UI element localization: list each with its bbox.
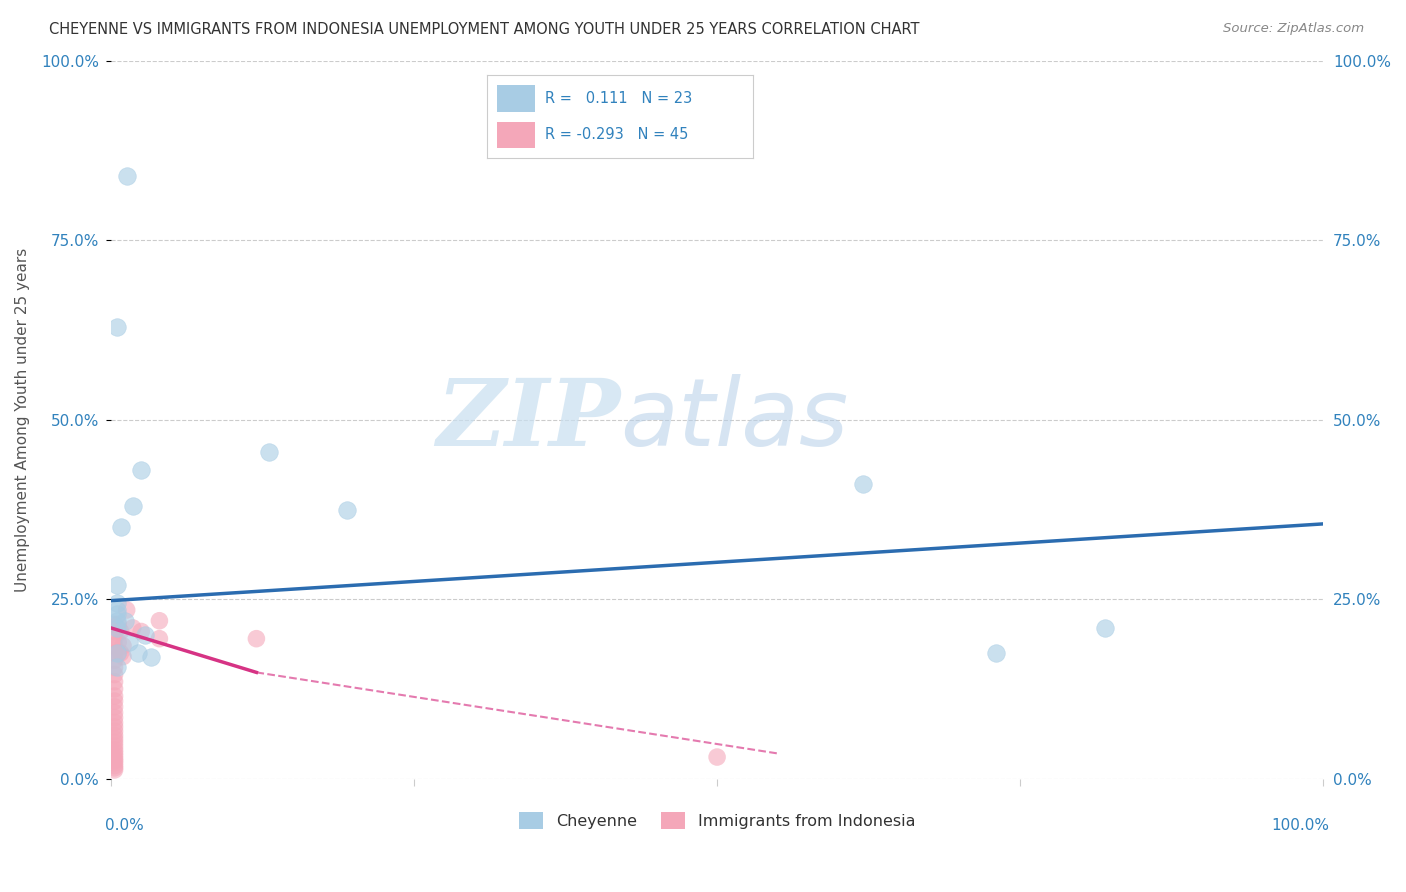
Point [105,646,128,660]
Point [245,632,267,646]
Point [851,477,873,491]
Point [103,754,125,768]
Point [103,699,125,714]
Point [148,614,170,628]
Point [105,660,128,674]
Point [103,761,125,775]
Point [103,746,125,760]
Text: atlas: atlas [620,375,848,466]
Point [129,463,152,477]
Point [103,706,125,720]
Point [105,603,128,617]
Point [103,763,125,777]
Point [110,624,132,639]
Point [118,635,141,649]
Point [103,720,125,734]
Point [103,624,125,639]
Point [103,667,125,681]
Text: ZIP: ZIP [436,375,620,465]
Point [121,621,143,635]
Point [107,635,129,649]
Point [103,710,125,724]
Point [110,646,132,660]
Point [103,617,125,632]
Point [103,739,125,754]
Point [103,689,125,703]
Point [115,603,138,617]
Point [103,660,125,674]
Point [139,649,162,664]
Point [127,646,149,660]
Point [103,736,125,750]
Text: CHEYENNE VS IMMIGRANTS FROM INDONESIA UNEMPLOYMENT AMONG YOUTH UNDER 25 YEARS CO: CHEYENNE VS IMMIGRANTS FROM INDONESIA UN… [49,22,920,37]
Point [103,756,125,770]
Point [148,632,170,646]
Point [103,732,125,747]
Text: Source: ZipAtlas.com: Source: ZipAtlas.com [1223,22,1364,36]
Point [103,724,125,739]
Point [107,646,129,660]
Point [103,653,125,667]
Point [107,617,129,632]
Legend: Cheyenne, Immigrants from Indonesia: Cheyenne, Immigrants from Indonesia [513,805,921,835]
Point [112,639,135,653]
Point [984,646,1007,660]
Point [103,729,125,743]
Text: 100.0%: 100.0% [1271,818,1329,833]
Point [103,751,125,765]
Point [103,715,125,730]
Point [103,632,125,646]
Point [336,502,359,516]
Point [103,646,125,660]
Point [115,169,138,183]
Point [103,639,125,653]
Point [105,614,128,628]
Point [103,674,125,689]
Point [103,743,125,757]
Point [105,319,128,334]
Point [105,621,128,635]
Point [114,614,136,628]
Point [110,520,132,534]
Point [105,607,128,621]
Point [103,681,125,696]
Point [706,750,728,764]
Point [134,628,156,642]
Point [105,596,128,610]
Point [112,649,135,664]
Y-axis label: Unemployment Among Youth under 25 years: Unemployment Among Youth under 25 years [15,248,30,592]
Point [121,499,143,513]
Point [129,624,152,639]
Point [103,758,125,772]
Point [1094,621,1116,635]
Point [105,578,128,592]
Point [257,445,280,459]
Text: 0.0%: 0.0% [105,818,143,833]
Point [103,694,125,708]
Point [103,748,125,763]
